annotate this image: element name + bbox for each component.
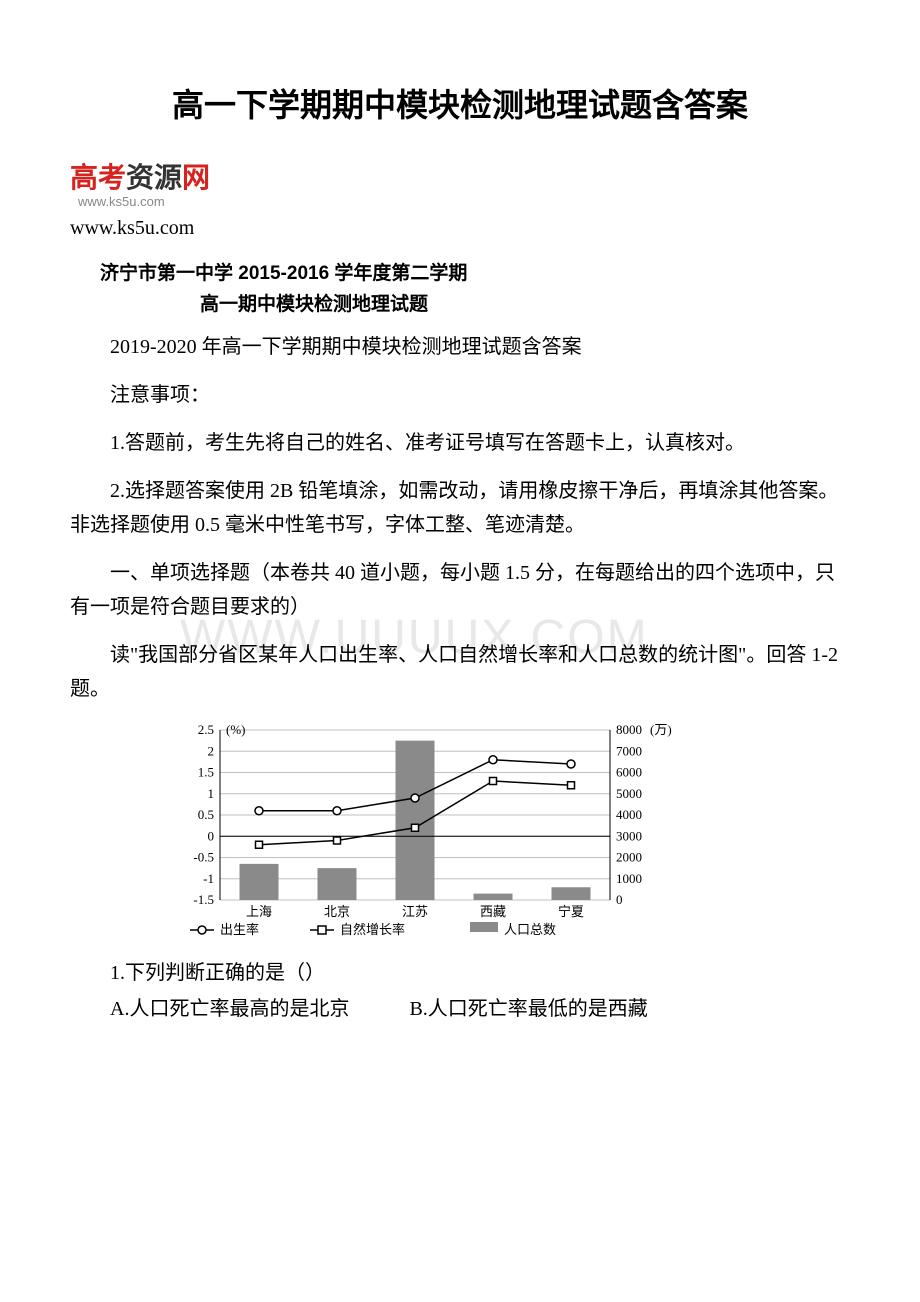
notice-1: 1.答题前，考生先将自己的姓名、准考证号填写在答题卡上，认真核对。 — [70, 426, 850, 460]
notice-label: 注意事项： — [70, 378, 850, 412]
svg-text:-1: -1 — [203, 871, 214, 886]
svg-text:1: 1 — [208, 786, 215, 801]
svg-text:出生率: 出生率 — [220, 922, 259, 937]
svg-text:江苏: 江苏 — [402, 904, 428, 919]
page-title: 高一下学期期中模块检测地理试题含答案 — [70, 80, 850, 126]
option-a: A.人口死亡率最高的是北京 — [110, 998, 349, 1020]
svg-text:4000: 4000 — [616, 807, 642, 822]
svg-text:-0.5: -0.5 — [193, 850, 214, 865]
svg-text:1000: 1000 — [616, 871, 642, 886]
reading-prompt: 读"我国部分省区某年人口出生率、人口自然增长率和人口总数的统计图"。回答 1-2… — [70, 638, 850, 706]
svg-text:2.5: 2.5 — [198, 722, 214, 737]
svg-text:西藏: 西藏 — [480, 904, 506, 919]
svg-text:(万): (万) — [650, 722, 672, 737]
svg-text:人口总数: 人口总数 — [504, 922, 556, 937]
svg-text:0: 0 — [208, 828, 215, 843]
svg-text:8000: 8000 — [616, 722, 642, 737]
question-1-stem: 1.下列判断正确的是（） — [70, 955, 850, 991]
svg-text:5000: 5000 — [616, 786, 642, 801]
svg-text:宁夏: 宁夏 — [558, 904, 584, 919]
section-1-header: 一、单项选择题（本卷共 40 道小题，每小题 1.5 分，在每题给出的四个选项中… — [70, 556, 850, 624]
svg-text:1.5: 1.5 — [198, 765, 214, 780]
svg-text:0: 0 — [616, 892, 623, 907]
exam-title-header: 高一期中模块检测地理试题 — [200, 289, 850, 316]
population-chart: -1.5 -1 -0.5 0 0.5 1 1.5 2 2.5 (%) 0 1000 2000 3000 40… — [170, 720, 690, 940]
question-1-options: A.人口死亡率最高的是北京 B.人口死亡率最低的是西藏 — [70, 991, 850, 1027]
svg-text:0.5: 0.5 — [198, 807, 214, 822]
source-url: www.ks5u.com — [70, 217, 850, 240]
svg-text:3000: 3000 — [616, 828, 642, 843]
year-line: 2019-2020 年高一下学期期中模块检测地理试题含答案 — [70, 330, 850, 364]
logo-tail-text: 网 — [182, 163, 210, 194]
svg-text:7000: 7000 — [616, 743, 642, 758]
logo-url: www.ks5u.com — [78, 194, 850, 209]
svg-text:北京: 北京 — [324, 904, 350, 919]
svg-text:上海: 上海 — [246, 904, 272, 919]
svg-text:自然增长率: 自然增长率 — [340, 922, 405, 937]
logo-line: 高考资源网 — [70, 156, 850, 196]
notice-2: 2.选择题答案使用 2B 铅笔填涂，如需改动，请用橡皮擦干净后，再填涂其他答案。… — [70, 474, 850, 542]
document-content: 高一下学期期中模块检测地理试题含答案 高考资源网 www.ks5u.com ww… — [70, 80, 850, 1027]
school-year-header: 济宁市第一中学 2015-2016 学年度第二学期 — [100, 258, 850, 285]
svg-text:2000: 2000 — [616, 850, 642, 865]
svg-text:2: 2 — [208, 743, 215, 758]
svg-text:-1.5: -1.5 — [193, 892, 214, 907]
logo-black-text: 资源 — [126, 163, 182, 194]
svg-text:(%): (%) — [226, 722, 246, 737]
svg-text:6000: 6000 — [616, 765, 642, 780]
logo-block: 高考资源网 www.ks5u.com — [70, 156, 850, 209]
logo-red-text: 高考 — [70, 163, 126, 194]
option-b: B.人口死亡率最低的是西藏 — [409, 998, 647, 1020]
chart-container: -1.5 -1 -0.5 0 0.5 1 1.5 2 2.5 (%) 0 1000 2000 3000 40… — [170, 720, 850, 945]
